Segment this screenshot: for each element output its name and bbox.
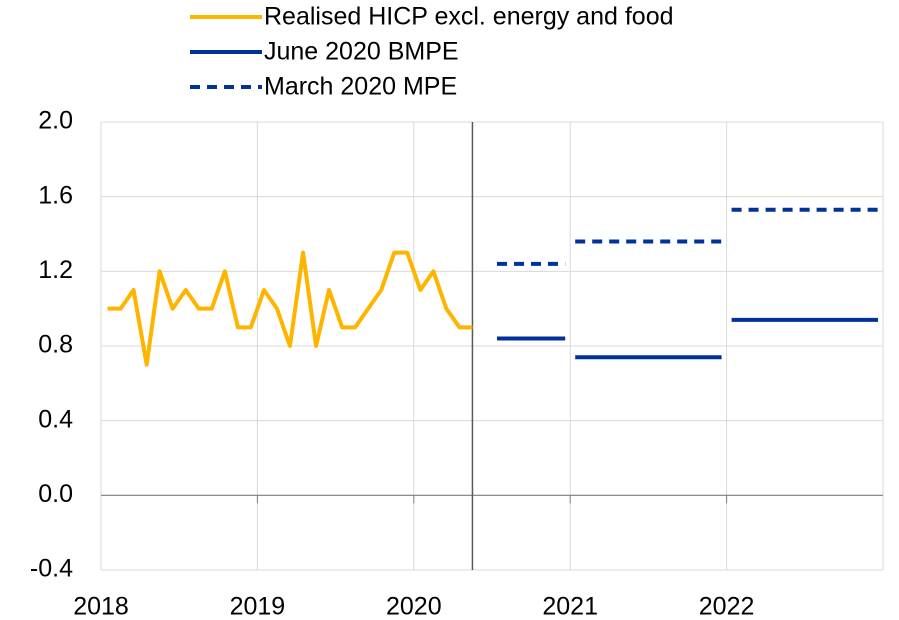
- y-tick-label: 1.2: [38, 256, 73, 284]
- line-series: [107, 250, 473, 367]
- y-tick-label: 0.0: [38, 480, 73, 508]
- legend-label: March 2020 MPE: [264, 73, 457, 101]
- y-tick-label: 0.8: [38, 331, 73, 359]
- legend-label: June 2020 BMPE: [264, 38, 459, 66]
- y-tick-label: 1.6: [38, 181, 73, 209]
- y-tick-label: -0.4: [30, 555, 73, 583]
- x-tick-label: 2019: [230, 593, 286, 620]
- x-tick-label: 2018: [73, 593, 129, 620]
- legend-label: Realised HICP excl. energy and food: [264, 3, 674, 31]
- y-tick-label: 2.0: [38, 107, 73, 135]
- x-tick-label: 2022: [699, 593, 755, 620]
- y-tick-label: 0.4: [38, 405, 73, 433]
- x-tick-label: 2021: [542, 593, 598, 620]
- x-tick-label: 2020: [386, 593, 442, 620]
